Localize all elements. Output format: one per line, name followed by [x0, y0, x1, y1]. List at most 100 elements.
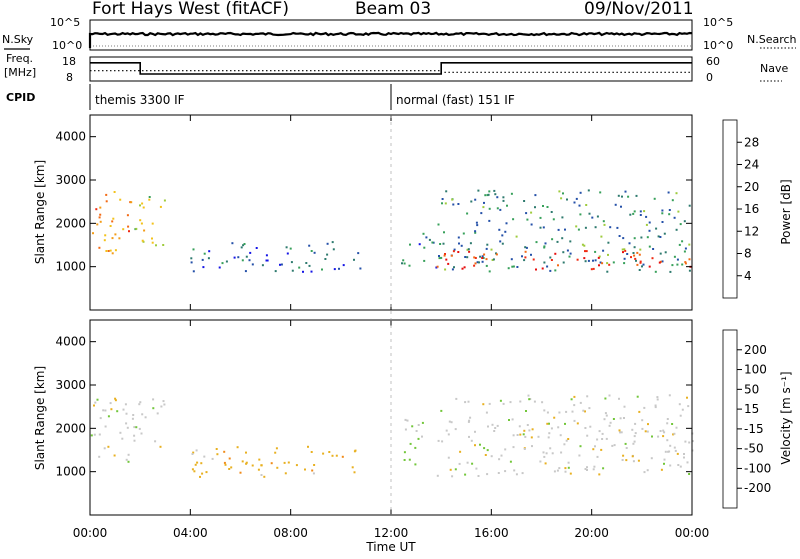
range-time-cell — [673, 255, 676, 258]
range-time-cell — [481, 255, 484, 258]
range-time-cell — [192, 248, 195, 251]
range-time-cell — [528, 429, 531, 432]
range-time-cell — [357, 252, 360, 255]
range-time-cell — [578, 454, 581, 457]
range-time-cell — [207, 257, 210, 260]
range-time-cell — [490, 248, 493, 251]
range-time-cell — [635, 259, 637, 262]
range-time-cell — [454, 468, 457, 471]
range-time-cell — [627, 195, 630, 198]
range-time-cell — [560, 451, 563, 454]
range-time-cell — [231, 242, 234, 245]
range-time-cell — [163, 199, 166, 202]
range-time-cell — [674, 449, 677, 452]
range-time-cell — [107, 250, 110, 252]
range-time-cell — [519, 433, 522, 436]
range-time-cell — [624, 442, 627, 445]
range-time-cell — [464, 256, 467, 258]
range-time-cell — [463, 266, 466, 269]
range-time-cell — [298, 266, 301, 269]
range-time-cell — [676, 258, 679, 261]
range-time-cell — [661, 260, 664, 263]
range-time-cell — [499, 208, 502, 211]
range-time-cell — [144, 416, 147, 419]
range-time-cell — [581, 243, 584, 246]
range-time-cell — [133, 434, 136, 437]
range-time-cell — [403, 459, 406, 461]
range-time-cell — [679, 465, 682, 468]
range-time-cell — [139, 204, 141, 207]
range-time-cell — [594, 259, 597, 262]
range-time-cell — [626, 253, 629, 255]
range-time-cell — [483, 253, 486, 256]
range-time-cell — [509, 401, 512, 404]
range-time-cell — [260, 474, 263, 476]
range-time-cell — [93, 404, 95, 407]
range-time-cell — [441, 440, 444, 443]
range-time-cell — [606, 270, 609, 273]
colorbar-tick-label: 24 — [744, 158, 759, 172]
range-time-cell — [660, 468, 663, 471]
range-time-cell — [688, 204, 691, 207]
range-time-cell — [539, 460, 542, 463]
range-time-cell — [304, 468, 306, 471]
range-time-cell — [659, 430, 662, 432]
colorbar-tick-label: 16 — [744, 202, 759, 216]
range-time-cell — [444, 268, 447, 271]
range-time-cell — [464, 473, 467, 476]
range-time-cell — [470, 200, 473, 203]
range-time-cell — [481, 257, 484, 259]
nsky-tick-bottom: 10^0 — [52, 39, 82, 52]
range-time-cell — [302, 270, 304, 273]
range-time-cell — [142, 206, 145, 209]
range-time-cell — [561, 237, 564, 240]
range-time-cell — [351, 466, 354, 469]
range-time-cell — [550, 259, 553, 261]
range-time-cell — [258, 458, 261, 461]
range-time-cell — [654, 404, 657, 407]
range-time-cell — [148, 198, 151, 201]
colorbar-tick-label: 12 — [744, 224, 759, 238]
range-time-cell — [512, 218, 515, 221]
range-time-cell — [335, 454, 338, 457]
range-time-cell — [251, 464, 254, 467]
range-time-cell — [541, 401, 544, 404]
range-time-cell — [608, 263, 611, 266]
range-time-cell — [141, 239, 144, 242]
range-time-cell — [223, 450, 226, 453]
range-time-cell — [496, 196, 499, 199]
range-time-cell — [635, 194, 638, 197]
range-time-cell — [636, 395, 639, 398]
range-time-cell — [661, 209, 664, 212]
range-time-cell — [109, 402, 112, 405]
range-time-cell — [457, 203, 460, 205]
range-time-cell — [632, 252, 635, 254]
range-time-cell — [565, 439, 568, 442]
range-time-cell — [519, 400, 522, 403]
range-time-cell — [122, 228, 125, 231]
range-time-cell — [583, 244, 586, 247]
range-time-cell — [270, 462, 273, 465]
range-time-cell — [279, 263, 281, 266]
range-time-cell — [466, 212, 469, 215]
range-time-cell — [612, 261, 615, 264]
range-time-cell — [622, 251, 624, 254]
range-time-cell — [104, 409, 107, 412]
range-time-cell — [619, 431, 622, 434]
range-time-cell — [203, 252, 206, 255]
range-time-cell — [118, 237, 121, 240]
range-time-cell — [656, 398, 659, 401]
range-time-cell — [585, 250, 588, 253]
range-time-cell — [432, 241, 435, 244]
range-time-cell — [111, 220, 114, 223]
range-time-cell — [130, 201, 133, 204]
colorbar-tick-label: -100 — [744, 461, 771, 475]
range-time-cell — [592, 259, 594, 262]
range-time-cell — [498, 458, 501, 461]
range-time-cell — [618, 429, 621, 432]
range-time-cell — [621, 459, 624, 461]
range-time-cell — [493, 430, 496, 432]
range-time-cell — [431, 241, 434, 244]
range-time-cell — [99, 220, 102, 223]
